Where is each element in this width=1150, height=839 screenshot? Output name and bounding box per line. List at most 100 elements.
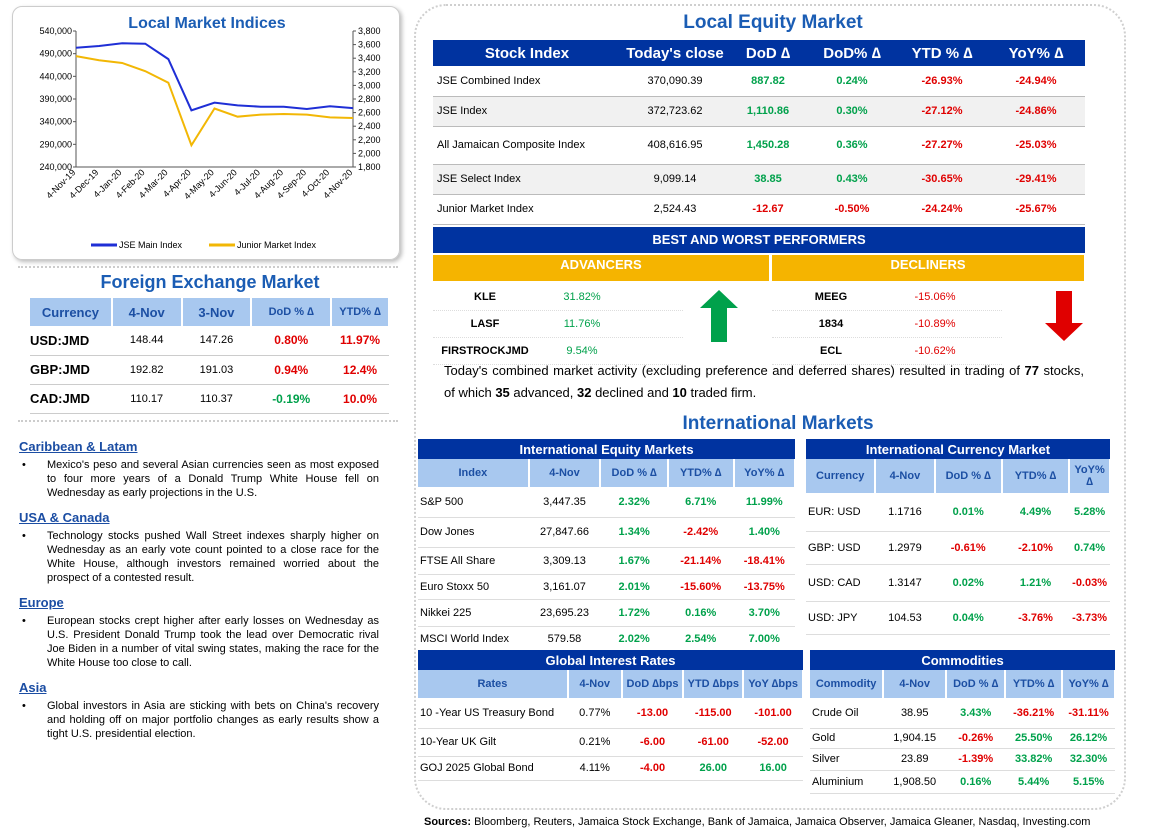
row-value: 23,695.23 — [540, 606, 589, 619]
row-yoy: 3.70% — [748, 606, 780, 619]
row-yoy: -0.03% — [1072, 576, 1108, 589]
row-name: S&P 500 — [420, 495, 464, 508]
index-ytd: -30.65% — [897, 164, 987, 195]
fx-header-cell: 3-Nov — [181, 298, 253, 326]
header-cell: Currency — [806, 459, 877, 493]
local-header-cell: Today's close — [626, 44, 724, 62]
advancer-row: LASF 11.76% — [433, 311, 683, 338]
index-dod-pct: -0.50% — [807, 194, 897, 225]
row-value: 0.77% — [579, 706, 611, 719]
header-cell: Commodity — [810, 670, 885, 698]
news-heading[interactable]: Asia — [19, 680, 47, 695]
index-name: Junior Market Index — [433, 194, 621, 225]
junior-market-line — [75, 55, 354, 148]
table-row: GBP: USD 1.2979 -0.61% -2.10% 0.74% — [806, 531, 1110, 564]
row-ytd: -2.10% — [1018, 541, 1053, 554]
row-name: Crude Oil — [812, 706, 859, 719]
fx-dod: 0.80% — [274, 333, 309, 348]
y-right-tick-label: 3,800 — [358, 26, 381, 36]
fx-title: Foreign Exchange Market — [100, 272, 320, 292]
table-title-row: International Equity Markets — [418, 439, 795, 459]
row-ytd: -21.14% — [680, 554, 722, 567]
row-value: 1,908.50 — [893, 775, 937, 788]
row-dod: 0.04% — [952, 611, 984, 624]
row-yoy: -13.75% — [743, 580, 785, 593]
fx-ytd: 12.4% — [343, 362, 378, 377]
news-heading[interactable]: Europe — [19, 595, 64, 610]
index-dod-pct: 0.43% — [807, 164, 897, 195]
index-close: 408,616.95 — [621, 126, 729, 165]
intl.equity-grid: International Equity Markets Index 4-Nov Do… — [418, 439, 797, 652]
ticker: MEEG — [814, 291, 848, 303]
index-yoy: -24.86% — [987, 96, 1085, 127]
row-dod: 2.01% — [618, 580, 650, 593]
row-yoy: 11.99% — [745, 495, 783, 508]
table-title: Commodities — [810, 650, 1115, 670]
change-pct: -10.89% — [914, 318, 956, 330]
table-row: USD: JPY 104.53 0.04% -3.76% -3.73% — [806, 601, 1110, 634]
row-ytd: -36.21% — [1013, 706, 1055, 719]
row-dod: -13.00 — [636, 706, 669, 719]
legend-junior-label: Junior Market Index — [237, 240, 317, 250]
fx-currency: GBP:JMD — [30, 362, 90, 377]
table-row: 10 -Year US Treasury Bond 0.77% -13.00 -115… — [418, 698, 803, 728]
index-yoy: -25.67% — [987, 194, 1085, 225]
header-cell: YoY ∆bps — [743, 670, 804, 698]
intl.commod-grid: Commodities Commodity 4-Nov DoD % ∆ YTD% ∆ Yo… — [810, 650, 1116, 794]
index-name: All Jamaican Composite Index — [433, 126, 621, 165]
fx-currency: CAD:JMD — [30, 391, 90, 406]
table-row: Crude Oil 38.95 3.43% -36.21% -31.11% — [810, 698, 1115, 728]
local-header-cell: DoD% ∆ — [823, 44, 881, 62]
index-ytd: -27.12% — [897, 96, 987, 127]
up-arrow-icon — [700, 290, 738, 342]
local-header-cell: Stock Index — [484, 44, 570, 62]
best-worst-title: BEST AND WORST PERFORMERS — [433, 227, 1085, 253]
table-row: Silver 23.89 -1.39% 33.82% 32.30% — [810, 748, 1115, 770]
ticker: KLE — [474, 291, 496, 303]
header-cell: 4-Nov — [883, 670, 948, 698]
y-right-tick-label: 3,600 — [358, 40, 381, 50]
index-dod: 1,110.86 — [729, 96, 807, 127]
sources: Sources: Bloomberg, Reuters, Jamaica Sto… — [424, 816, 1091, 828]
header-cell: 4-Nov — [567, 670, 623, 698]
y-left-tick-label: 340,000 — [39, 117, 72, 127]
row-value: 23.89 — [900, 753, 929, 765]
table-row: FTSE All Share 3,309.13 1.67% -21.14% -18.41… — [418, 547, 795, 574]
advancers-list: KLE 31.82% LASF 11.76% FIRSTROCKJMD 9.54% — [433, 284, 683, 365]
row-yoy: -3.73% — [1072, 611, 1108, 624]
row-dod: 0.16% — [960, 775, 992, 788]
news-heading[interactable]: USA & Canada — [19, 510, 110, 525]
ticker: 1834 — [818, 318, 844, 330]
interest-rates-table: Global Interest Rates Rates 4-Nov DoD ∆bps Y… — [418, 650, 804, 781]
header-cell: 4-Nov — [528, 459, 602, 487]
news-item: Asia Global investors in Asia are stickin… — [19, 680, 379, 741]
table-row: Dow Jones 27,847.66 1.34% -2.42% 1.40% — [418, 517, 795, 547]
table-row: GOJ 2025 Global Bond 4.11% -4.00 26.00 16.00 — [418, 756, 803, 780]
decliner-row: MEEG -15.06% — [772, 284, 1002, 311]
index-dod: 38.85 — [729, 164, 807, 195]
table-header-row: Rates 4-Nov DoD ∆bps YTD ∆bps YoY ∆bps — [418, 670, 804, 698]
y-right-tick-label: 1,800 — [358, 162, 381, 172]
row-ytd: -115.00 — [694, 706, 732, 719]
row-ytd: -15.60% — [680, 580, 722, 593]
index-name: JSE Combined Index — [433, 66, 621, 97]
y-right-tick-label: 2,200 — [358, 135, 381, 145]
row-dod: -1.39% — [958, 753, 994, 765]
ticker: FIRSTROCKJMD — [441, 345, 529, 357]
row-name: USD: CAD — [808, 576, 861, 589]
decliner-row: 1834 -10.89% — [772, 311, 1002, 338]
y-left-tick-label: 440,000 — [39, 71, 72, 81]
row-dod: -0.26% — [958, 732, 994, 744]
index-name: JSE Index — [433, 96, 621, 127]
row-value: 3,161.07 — [543, 580, 586, 593]
table-row: Gold 1,904.15 -0.26% 25.50% 26.12% — [810, 728, 1115, 748]
change-pct: 31.82% — [563, 291, 601, 303]
news-heading[interactable]: Caribbean & Latam — [19, 439, 138, 454]
fx-header-cell: DoD % ∆ — [251, 298, 333, 326]
y-left-tick-label: 490,000 — [39, 49, 72, 59]
local-header-cell: YTD % ∆ — [911, 44, 973, 62]
intl.currency-grid: International Currency Market Currency 4-N… — [806, 439, 1111, 635]
row-name: GOJ 2025 Global Bond — [420, 762, 534, 774]
fx-currency: USD:JMD — [30, 332, 90, 348]
fx-ytd: 11.97% — [340, 333, 381, 348]
